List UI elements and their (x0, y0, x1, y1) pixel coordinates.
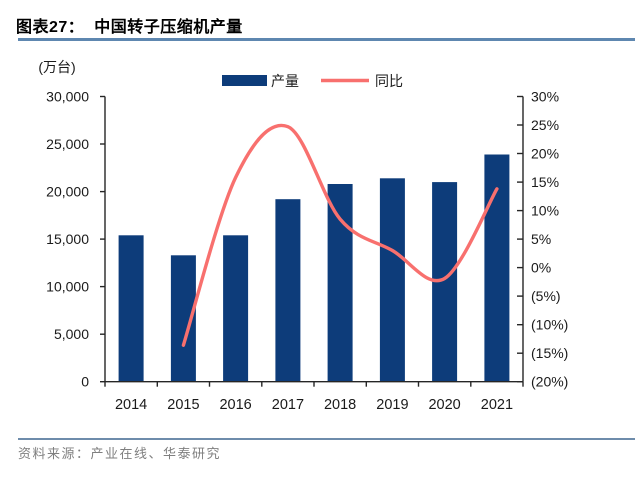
left-axis-tick-label: 30,000 (46, 89, 89, 105)
right-axis-tick-label: 10% (531, 203, 559, 219)
yoy-line (181, 123, 499, 347)
legend-bar-label: 产量 (271, 73, 299, 89)
bar-2017 (275, 199, 301, 382)
x-axis-label: 2017 (272, 397, 304, 413)
left-axis-tick-label: 20,000 (46, 184, 89, 200)
x-axis-label: 2018 (324, 397, 356, 413)
left-axis-tick-label: 0 (81, 374, 89, 390)
left-axis-tick-label: 15,000 (46, 231, 89, 247)
bar-2019 (379, 178, 405, 382)
chart-canvas: 0 5,000 10,000 15,000 20,000 25,000 30,000 (20%… (38, 59, 568, 413)
x-axis-label: 2016 (219, 397, 251, 413)
right-axis-tick-label: (20%) (531, 374, 568, 390)
right-axis-tick-label: 20% (531, 146, 559, 162)
right-axis-tick-label: (15%) (531, 345, 568, 361)
left-axis-tick-label: 10,000 (46, 279, 89, 295)
right-axis-tick-label: 15% (531, 174, 559, 190)
x-axis-label: 2019 (376, 397, 408, 413)
legend-bar-swatch (222, 75, 267, 86)
right-axis-tick-label: 5% (531, 231, 551, 247)
right-axis-tick-label: 25% (531, 117, 559, 133)
x-axis-label: 2014 (115, 397, 147, 413)
left-axis-unit-label: (万台) (38, 59, 75, 75)
figure-title: 图表27： 中国转子压缩机产量 (16, 19, 243, 36)
footer-rule (18, 438, 635, 440)
bar-2014 (118, 235, 144, 382)
x-axis-label: 2021 (481, 397, 513, 413)
bar-2016 (223, 235, 249, 382)
right-axis-tick-label: 0% (531, 260, 551, 276)
bar-2018 (327, 184, 353, 382)
x-axis-label: 2015 (167, 397, 199, 413)
right-axis-tick-label: 30% (531, 89, 559, 105)
right-axis-tick-label: (5%) (531, 288, 561, 304)
left-axis-tick-label: 5,000 (54, 326, 89, 342)
x-axis-label: 2020 (428, 397, 460, 413)
source-note: 资料来源：产业在线、华泰研究 (18, 446, 222, 461)
legend-line-label: 同比 (375, 73, 403, 89)
right-axis-tick-label: (10%) (531, 317, 568, 333)
left-axis-tick-label: 25,000 (46, 136, 89, 152)
title-rule (18, 38, 635, 41)
